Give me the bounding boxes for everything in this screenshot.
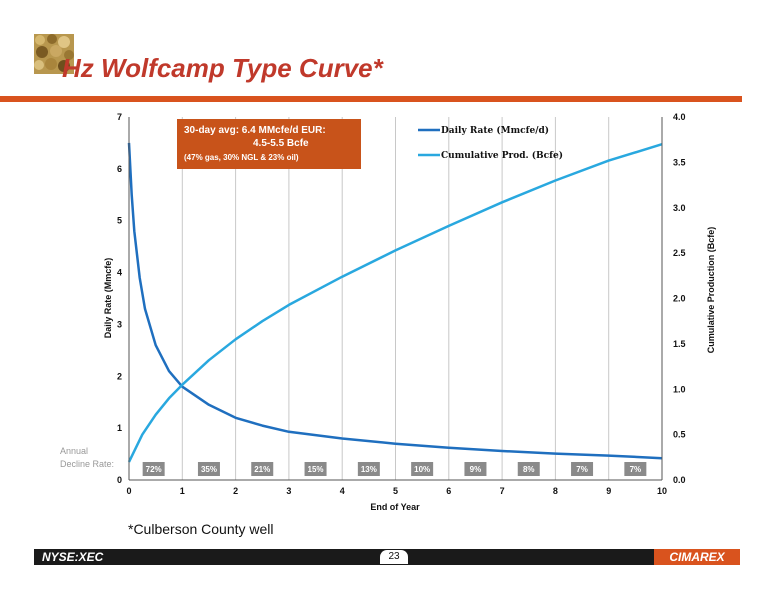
y-right-tick-label: 2.0 [673, 294, 686, 304]
x-tick-label: 8 [553, 486, 558, 496]
decline-rate-badge: 9% [464, 462, 487, 476]
decline-rate-badge: 7% [624, 462, 647, 476]
y-left-tick-label: 6 [117, 164, 122, 174]
decline-rate-badge: 72% [142, 462, 165, 476]
y-left-tick-label: 5 [117, 216, 122, 226]
footer-bar: NYSE:XEC 23 CIMAREX [34, 549, 740, 565]
type-curve-chart: 0 1 2 3 4 5 6 7 8 9 10 0 1 2 3 4 5 6 7 0.0 0.5 1.0 1.5 2.0 2.5 3.… [60, 112, 716, 512]
x-tick-label: 4 [340, 486, 345, 496]
x-axis-title: End of Year [370, 502, 420, 512]
decline-label-line-2: Decline Rate: [60, 459, 114, 469]
x-tick-label: 3 [286, 486, 291, 496]
y-left-tick-label: 7 [117, 112, 122, 122]
decline-rate-value: 15% [308, 465, 324, 474]
y-right-tick-label: 1.0 [673, 384, 686, 394]
y-left-tick-label: 2 [117, 371, 122, 381]
annotation-line-3: (47% gas, 30% NGL & 23% oil) [184, 153, 299, 162]
annotation-box: 30-day avg: 6.4 MMcfe/d EUR: 4.5-5.5 Bcf… [177, 119, 361, 169]
decline-rate-badge: 35% [197, 462, 220, 476]
tick-labels: 0 1 2 3 4 5 6 7 8 9 10 0 1 2 3 4 5 6 7 0.0 0.5 1.0 1.5 2.0 2.5 3.… [117, 112, 686, 496]
x-tick-label: 10 [657, 486, 667, 496]
decline-rate-badge: 15% [304, 462, 327, 476]
axes [128, 117, 663, 481]
decline-rate-badge: 10% [411, 462, 434, 476]
x-tick-label: 6 [446, 486, 451, 496]
footnote: *Culberson County well [128, 521, 274, 537]
x-tick-label: 7 [500, 486, 505, 496]
series-line-daily-rate [127, 142, 663, 460]
slide-title: Hz Wolfcamp Type Curve* [62, 53, 383, 83]
annotation-line-2: 4.5-5.5 Bcfe [253, 138, 309, 149]
page-number: 23 [380, 550, 408, 564]
decline-rate-value: 13% [361, 465, 377, 474]
y-left-tick-label: 3 [117, 319, 122, 329]
title-rule [0, 96, 742, 102]
ticker-label: NYSE:XEC [42, 550, 104, 564]
series-line-cumulative [127, 143, 663, 463]
decline-label-line-1: Annual [60, 446, 88, 456]
decline-rate-value: 35% [201, 465, 217, 474]
legend-label-daily-rate: Daily Rate (Mmcfe/d) [441, 125, 549, 136]
y-left-tick-label: 4 [117, 268, 122, 278]
y-right-axis-title: Cumulative Production (Bcfe) [706, 227, 716, 354]
y-left-tick-label: 1 [117, 423, 122, 433]
decline-rate-badge: 21% [251, 462, 274, 476]
y-right-tick-label: 0.0 [673, 475, 686, 485]
decline-rate-badge: 7% [571, 462, 594, 476]
y-right-tick-label: 1.5 [673, 339, 686, 349]
y-right-tick-label: 4.0 [673, 112, 686, 122]
decline-rate-value: 7% [576, 465, 588, 474]
y-right-tick-label: 3.0 [673, 203, 686, 213]
decline-rate-value: 72% [146, 465, 162, 474]
decline-rate-value: 8% [523, 465, 535, 474]
y-right-tick-label: 2.5 [673, 248, 686, 258]
decline-rate-value: 10% [414, 465, 430, 474]
x-tick-label: 0 [126, 486, 131, 496]
y-left-tick-label: 0 [117, 475, 122, 485]
decline-rate-badge: 8% [517, 462, 540, 476]
annotation-line-1: 30-day avg: 6.4 MMcfe/d EUR: [184, 125, 326, 136]
legend: Daily Rate (Mmcfe/d) Cumulative Prod. (B… [418, 125, 563, 161]
decline-rate-badge: 13% [357, 462, 380, 476]
y-right-tick-label: 0.5 [673, 430, 686, 440]
x-tick-label: 2 [233, 486, 238, 496]
x-tick-label: 9 [606, 486, 611, 496]
y-right-tick-label: 3.5 [673, 157, 686, 167]
decline-rate-value: 21% [254, 465, 270, 474]
company-logo [34, 34, 74, 74]
y-left-axis-title: Daily Rate (Mmcfe) [103, 258, 113, 339]
x-tick-label: 1 [180, 486, 185, 496]
legend-label-cumulative: Cumulative Prod. (Bcfe) [441, 150, 563, 161]
decline-rate-value: 7% [630, 465, 642, 474]
brand-wordmark: CIMAREX [654, 549, 740, 565]
decline-rate-badges: 72% 35% 21% 15% 13% 10% 9% 8% 7% 7% [142, 462, 647, 476]
decline-rate-value: 9% [470, 465, 482, 474]
series-lines [127, 142, 663, 463]
x-tick-label: 5 [393, 486, 398, 496]
